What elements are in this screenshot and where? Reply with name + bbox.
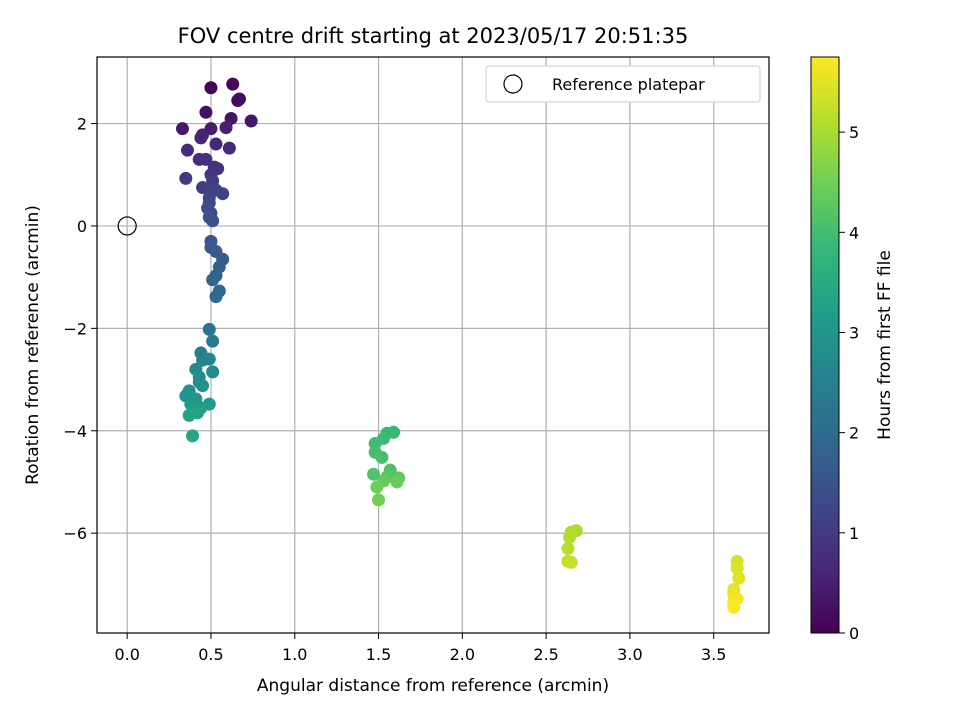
y-tick-label: −6 (63, 524, 87, 543)
data-point (732, 571, 746, 585)
data-point (202, 322, 216, 336)
colorbar-tick-label: 0 (849, 624, 859, 643)
x-tick-label: 1.0 (282, 645, 307, 664)
x-tick-label: 2.0 (450, 645, 475, 664)
data-point (390, 475, 404, 489)
colorbar-label: Hours from first FF file (875, 250, 895, 440)
x-tick-label: 0.5 (198, 645, 223, 664)
x-tick-label: 0.0 (114, 645, 139, 664)
data-point (209, 137, 223, 151)
data-point (186, 429, 200, 443)
colorbar-tick-label: 4 (849, 223, 859, 242)
colorbar (810, 56, 840, 634)
x-tick-label: 1.5 (366, 645, 391, 664)
plot-frame (96, 56, 770, 634)
x-axis-ticks: 0.0 0.5 1.0 1.5 2.0 2.5 3.0 3.5 (114, 633, 726, 664)
data-point (727, 600, 741, 614)
y-axis-label: Rotation from reference (arcmin) (23, 205, 43, 485)
data-point (182, 408, 196, 422)
data-point (209, 290, 223, 304)
data-points (175, 77, 746, 614)
data-point (216, 187, 230, 201)
legend-marker-open-circle (503, 74, 523, 94)
data-point (564, 555, 578, 569)
y-tick-label: −4 (63, 422, 87, 441)
colorbar-ticks: 0 1 2 3 4 5 (839, 123, 859, 643)
colorbar-tick-label: 1 (849, 524, 859, 543)
y-axis-ticks: 2 0 −2 −4 −6 (63, 115, 97, 543)
reference-marker-group (117, 216, 137, 236)
chart-title: FOV centre drift starting at 2023/05/17 … (178, 24, 689, 48)
data-point (175, 122, 189, 136)
data-point (219, 121, 233, 135)
x-tick-label: 3.5 (701, 645, 726, 664)
colorbar-tick-label: 2 (849, 424, 859, 443)
y-tick-label: 0 (77, 217, 87, 236)
data-point (196, 379, 210, 393)
x-tick-label: 2.5 (533, 645, 558, 664)
legend-box (485, 65, 761, 103)
data-point (226, 77, 240, 91)
colorbar-tick-label: 3 (849, 323, 859, 342)
data-point (370, 480, 384, 494)
data-point (372, 493, 386, 507)
x-tick-label: 3.0 (617, 645, 642, 664)
data-point (561, 542, 575, 556)
data-point (206, 365, 220, 379)
legend: Reference platepar (485, 65, 761, 103)
data-point (180, 143, 194, 157)
data-point (563, 530, 577, 544)
reference-platepar-marker (117, 216, 137, 236)
data-point (206, 334, 220, 348)
data-point (206, 273, 220, 287)
data-point (179, 171, 193, 185)
data-point (194, 131, 208, 145)
data-point (387, 425, 401, 439)
data-point (244, 114, 258, 128)
data-point (204, 81, 218, 95)
colorbar-tick-label: 5 (849, 123, 859, 142)
y-tick-label: 2 (77, 115, 87, 134)
data-point (199, 105, 213, 119)
data-point (231, 94, 245, 108)
data-point (199, 152, 213, 166)
legend-label: Reference platepar (552, 75, 705, 94)
x-axis-label: Angular distance from reference (arcmin) (257, 676, 609, 696)
data-point (206, 214, 220, 228)
data-point (375, 450, 389, 464)
data-point (730, 561, 744, 575)
data-point (222, 141, 236, 155)
y-tick-label: −2 (63, 319, 87, 338)
data-point (202, 352, 216, 366)
data-point (367, 467, 381, 481)
